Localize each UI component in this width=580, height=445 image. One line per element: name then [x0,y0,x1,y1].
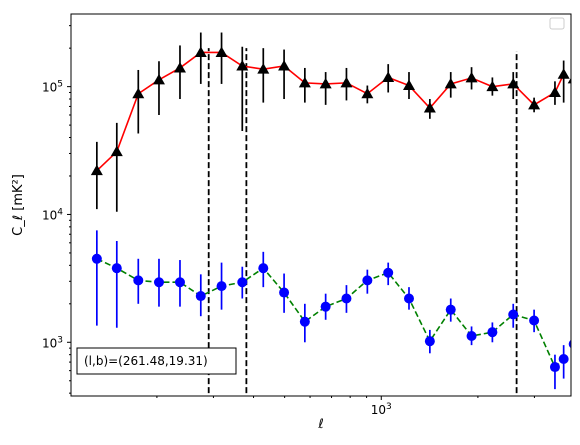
circle-point-1-20 [508,309,519,320]
triangle-point-0-21 [528,98,541,110]
error-bars [95,32,565,390]
triangle-point-0-22 [548,86,561,97]
triangle-point-0-0 [90,164,103,176]
annotations: (l,b)=(261.48,19.31) [76,17,565,375]
y-tick-label: 103 [42,335,63,350]
triangle-point-0-13 [361,87,374,99]
circle-point-1-1 [111,263,122,274]
vertical-lines [207,48,518,394]
triangle-point-0-17 [444,77,457,89]
circle-point-1-9 [279,287,290,298]
triangle-point-0-7 [236,60,249,71]
y-tick-label: 104 [42,207,63,222]
x-tick-label: 103 [371,402,392,417]
triangle-point-0-23 [557,68,570,79]
y-tick-label: 105 [42,80,63,95]
circle-point-1-3 [153,277,164,288]
data-markers [90,46,571,373]
triangle-point-0-6 [215,46,228,57]
triangle-point-0-5 [194,46,207,57]
circle-point-1-13 [362,275,373,286]
x-axis-label: ℓ [317,417,323,432]
triangle-point-0-18 [465,71,478,83]
triangle-point-0-12 [340,76,353,88]
annotation-text: (l,b)=(261.48,19.31) [84,354,208,368]
series-lines [96,51,565,369]
circle-point-1-12 [341,293,352,304]
circle-point-1-15 [403,293,414,304]
circle-point-1-10 [299,316,310,327]
circle-point-2-0 [568,339,571,349]
triangle-point-0-14 [382,71,395,82]
circle-point-1-21 [529,315,540,326]
circle-point-1-19 [487,327,498,338]
circle-point-1-17 [445,304,456,315]
axes [67,13,572,400]
triangle-point-0-11 [319,77,332,89]
plot-frame [70,13,572,397]
triangle-point-0-9 [278,60,291,71]
circle-point-1-5 [195,291,206,302]
circle-point-1-18 [466,330,477,341]
circle-point-1-7 [237,277,248,288]
triangle-point-0-4 [173,61,186,73]
triangle-point-0-15 [402,79,415,91]
series-0-line [96,51,565,172]
triangle-point-0-8 [257,63,270,74]
triangle-point-0-20 [507,77,520,89]
triangle-point-0-10 [298,76,311,88]
axis-text: 103 104 105 103 ℓ C_ℓ [mK²] [11,80,392,432]
circle-point-1-16 [424,336,435,347]
circle-point-1-11 [320,301,331,312]
triangle-point-0-16 [423,102,436,113]
y-axis-label: C_ℓ [mK²] [11,174,26,236]
triangle-point-3-0 [567,77,571,84]
legend-box [549,17,565,30]
annotation-box [76,347,237,375]
circle-point-1-14 [383,267,394,278]
circle-point-1-23 [558,354,569,365]
circle-point-1-2 [133,275,144,286]
circle-point-1-6 [216,281,227,292]
circle-point-1-22 [549,362,560,373]
triangle-point-0-1 [110,145,123,157]
circle-point-1-8 [258,263,269,274]
triangle-point-0-3 [152,73,165,85]
circle-point-1-0 [91,253,102,264]
triangle-point-0-2 [132,87,145,99]
triangle-point-0-19 [486,80,499,92]
circle-point-1-4 [174,277,185,288]
